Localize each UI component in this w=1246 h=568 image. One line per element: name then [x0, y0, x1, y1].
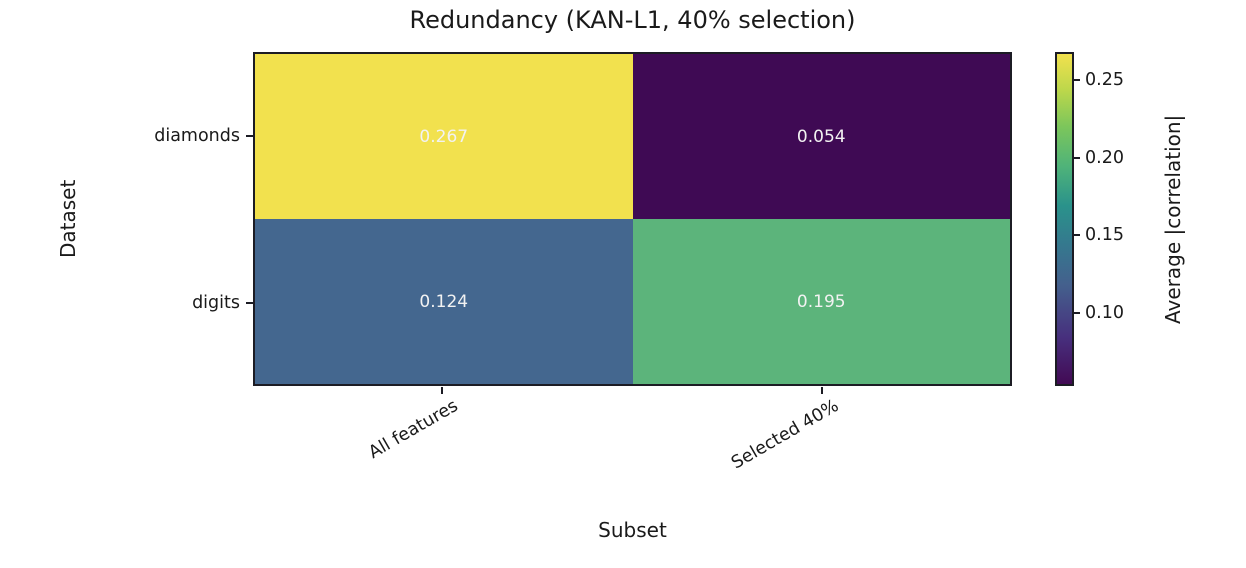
colorbar-tick: 0.25	[1074, 70, 1124, 90]
x-tick-mark	[441, 387, 443, 394]
colorbar-tick-mark	[1074, 156, 1080, 159]
cell-value: 0.267	[419, 126, 469, 147]
colorbar-tick-label: 0.20	[1085, 147, 1124, 168]
colorbar-tick-mark	[1074, 234, 1080, 237]
colorbar-tick-label: 0.25	[1085, 70, 1124, 91]
x-tick-label-all-features: All features	[365, 396, 462, 464]
heatmap-grid: 0.267 0.054 0.124 0.195	[253, 52, 1012, 386]
colorbar-ticks: 0.25 0.20 0.15 0.10	[1074, 54, 1144, 384]
heatmap-cell-digits-selected-40: 0.195	[632, 219, 1010, 384]
heatmap-cell-diamonds-selected-40: 0.054	[632, 54, 1010, 219]
x-tick-label-selected-40: Selected 40%	[727, 396, 842, 474]
x-axis-label: Subset	[598, 518, 667, 542]
y-tick-mark	[246, 302, 253, 304]
colorbar-tick-mark	[1074, 311, 1080, 314]
y-tick-label-digits: digits	[192, 293, 240, 313]
x-tick-mark	[821, 387, 823, 394]
colorbar	[1055, 52, 1074, 386]
y-axis-label: Dataset	[56, 179, 80, 259]
y-tick-mark	[246, 135, 253, 137]
cell-value: 0.054	[796, 126, 846, 147]
colorbar-tick: 0.15	[1074, 225, 1124, 245]
colorbar-tick-label: 0.10	[1085, 302, 1124, 323]
colorbar-tick-mark	[1074, 79, 1080, 82]
colorbar-label: Average |correlation|	[1161, 114, 1185, 324]
cell-value: 0.195	[796, 291, 846, 312]
heatmap-cell-diamonds-all-features: 0.267	[255, 54, 633, 219]
cell-value: 0.124	[419, 291, 469, 312]
colorbar-tick: 0.20	[1074, 148, 1124, 168]
chart-title: Redundancy (KAN-L1, 40% selection)	[409, 6, 856, 34]
colorbar-tick: 0.10	[1074, 303, 1124, 323]
colorbar-tick-label: 0.15	[1085, 225, 1124, 246]
heatmap-cell-digits-all-features: 0.124	[255, 219, 633, 384]
y-tick-label-diamonds: diamonds	[154, 126, 240, 146]
